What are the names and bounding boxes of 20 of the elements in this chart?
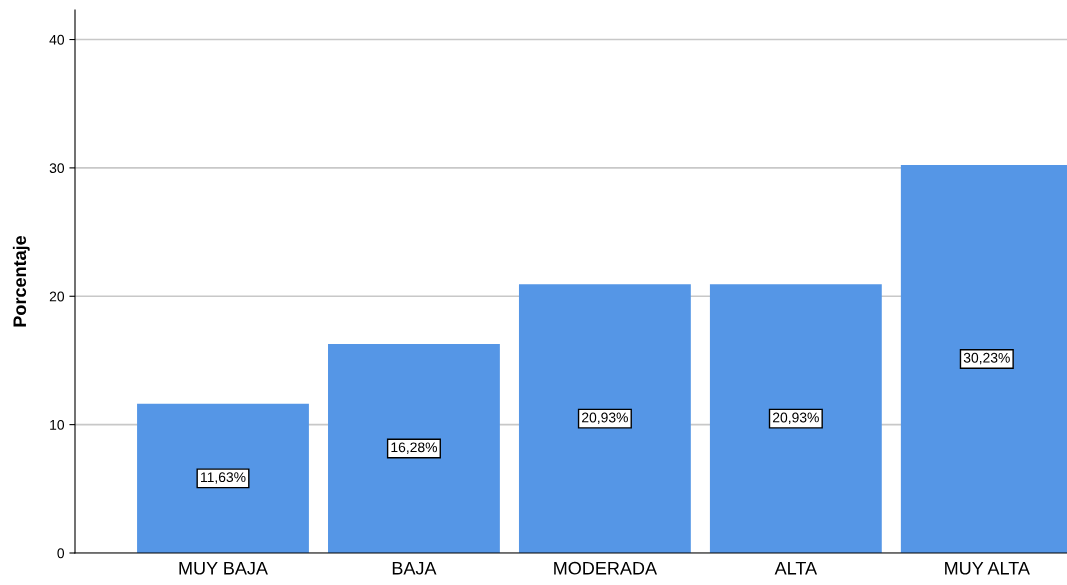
bar [709, 284, 882, 553]
data-label: 30,23% [963, 352, 1010, 365]
data-label: 16,28% [391, 442, 437, 454]
data-label: 20,93% [582, 412, 628, 425]
y-tick-label: 40 [49, 34, 65, 45]
x-tick-label: MUY BAJA [179, 562, 268, 575]
bar [518, 284, 691, 553]
x-tick-label: ALTA [774, 562, 818, 575]
x-tick-label: MUY ALTA [945, 562, 1030, 575]
x-tick-label: BAJA [392, 562, 437, 575]
data-label: 11,63% [201, 472, 246, 484]
y-tick-label: 20 [49, 291, 65, 302]
y-axis-title: Porcentaje [12, 235, 30, 327]
bar [328, 344, 500, 553]
y-tick-label: 30 [49, 163, 65, 174]
x-tick-label: MODERADA [554, 561, 658, 575]
y-tick-label: 10 [50, 419, 65, 430]
data-label: 20,93% [772, 412, 819, 425]
y-tick-label: 0 [57, 548, 65, 559]
bar [137, 403, 309, 553]
